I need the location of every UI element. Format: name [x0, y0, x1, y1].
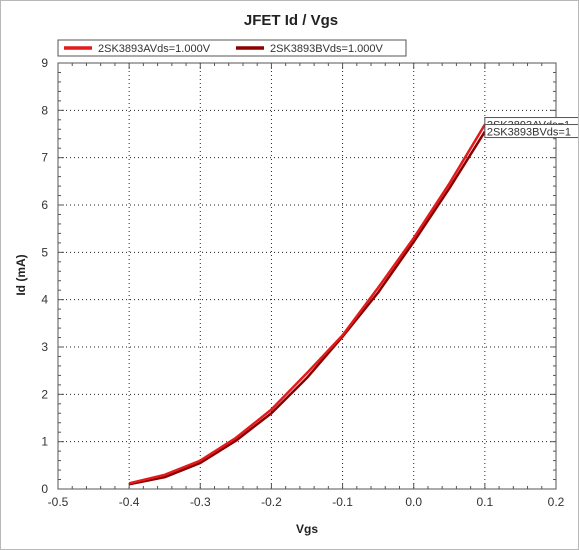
- y-tick-label: 1: [41, 435, 48, 449]
- x-tick-label: -0.2: [261, 495, 282, 509]
- end-label-box: [484, 124, 578, 139]
- y-tick-label: 3: [41, 340, 48, 354]
- y-tick-label: 0: [41, 482, 48, 496]
- x-tick-label: -0.3: [190, 495, 211, 509]
- chart-title: JFET Id / Vgs: [244, 12, 338, 29]
- legend: 2SK3893AVds=1.000V 2SK3893BVds=1.000V: [57, 39, 407, 57]
- series-end-label: 2SK3893BVds=1: [487, 127, 571, 139]
- y-tick-label: 4: [41, 293, 48, 307]
- x-axis-label: Vgs: [296, 522, 318, 536]
- series-line: [128, 130, 486, 486]
- series-line: [128, 123, 486, 485]
- plot-border: [57, 62, 557, 490]
- x-tick-label: -0.5: [48, 495, 69, 509]
- y-tick-label: 6: [41, 198, 48, 212]
- y-axis-label: Id (mA): [14, 254, 28, 295]
- y-tick-label: 5: [41, 245, 48, 259]
- x-tick-label: 0.1: [477, 495, 494, 509]
- legend-label: 2SK3893BVds=1.000V: [270, 43, 384, 55]
- x-tick-label: 0.0: [405, 495, 422, 509]
- x-tick-label: 0.2: [548, 495, 565, 509]
- y-tick-label: 2: [41, 387, 48, 401]
- legend-label: 2SK3893AVds=1.000V: [98, 43, 211, 55]
- x-tick-label: -0.4: [119, 495, 140, 509]
- x-tick-label: -0.1: [332, 495, 353, 509]
- plot-area: -0.5 -0.4 -0.3 -0.2 -0.1 0.0 0.1 0.2 0 1 2 3 4 5 6 7 8 9 2…: [41, 56, 578, 509]
- y-tick-label: 8: [41, 103, 48, 117]
- y-tick-label: 7: [41, 151, 48, 165]
- legend-box: [57, 39, 407, 57]
- y-tick-label: 9: [41, 56, 48, 70]
